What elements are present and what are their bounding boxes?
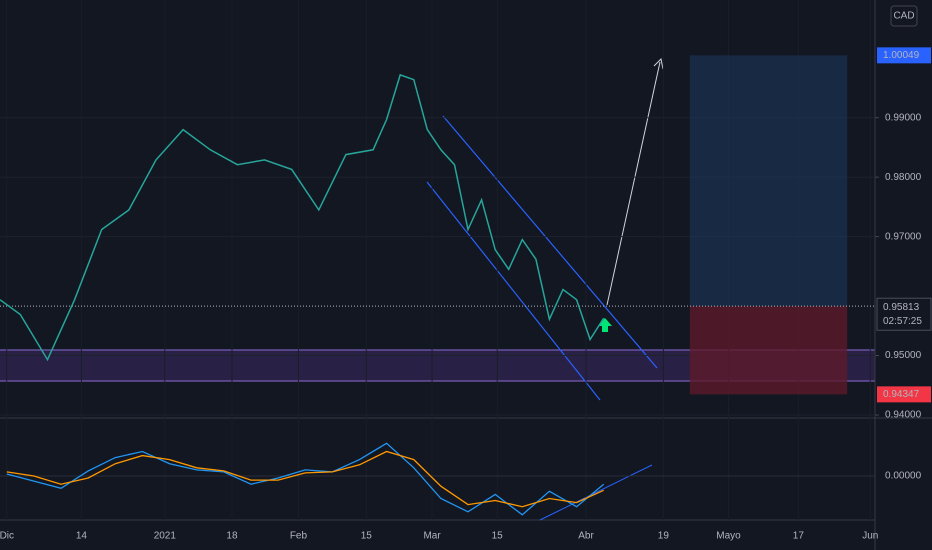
x-tick-label: Abr bbox=[578, 531, 594, 542]
x-tick-label: 19 bbox=[658, 531, 670, 542]
y-tick-label: 0.97000 bbox=[885, 231, 922, 242]
currency-box[interactable] bbox=[890, 5, 918, 27]
last-price-label: 0.95813 bbox=[883, 302, 920, 313]
x-tick-label: 17 bbox=[793, 531, 805, 542]
price-badge bbox=[877, 386, 931, 403]
x-tick-label: Jun bbox=[862, 531, 878, 542]
x-tick-label: 2021 bbox=[154, 531, 177, 542]
last-price-badge bbox=[876, 297, 932, 331]
osc-signal bbox=[6, 450, 604, 508]
y-tick-label: 0.95000 bbox=[885, 350, 922, 361]
price-badge bbox=[877, 47, 931, 64]
osc-macd bbox=[6, 442, 605, 516]
y-tick-label: 0.99000 bbox=[885, 112, 922, 123]
x-tick-label: 15 bbox=[361, 531, 373, 542]
y-tick-label: 0.98000 bbox=[885, 172, 922, 183]
price-series bbox=[0, 73, 605, 362]
price-badge-label: 0.94347 bbox=[883, 389, 920, 400]
y-tick-label: 0.94000 bbox=[885, 410, 922, 421]
x-tick-label: Mar bbox=[423, 531, 441, 542]
osc-tick-label: 0.00000 bbox=[885, 471, 922, 482]
channel-line bbox=[442, 115, 658, 369]
x-tick-label: 18 bbox=[226, 531, 238, 542]
x-tick-label: Dic bbox=[0, 531, 14, 542]
buy-signal bbox=[598, 318, 612, 332]
currency[interactable]: CAD bbox=[893, 11, 914, 22]
x-tick-label: 14 bbox=[76, 531, 88, 542]
x-tick-label: Mayo bbox=[716, 531, 741, 542]
x-tick-label: 15 bbox=[492, 531, 504, 542]
countdown: 02:57:25 bbox=[883, 316, 922, 327]
osc-trendline bbox=[539, 464, 653, 521]
target-zone bbox=[689, 55, 848, 307]
arrow-head bbox=[653, 57, 664, 70]
channel-line bbox=[426, 181, 601, 401]
price-badge-label: 1.00049 bbox=[883, 50, 920, 61]
stop-zone bbox=[689, 306, 848, 395]
projection-arrow bbox=[606, 61, 661, 306]
x-tick-label: Feb bbox=[290, 531, 308, 542]
